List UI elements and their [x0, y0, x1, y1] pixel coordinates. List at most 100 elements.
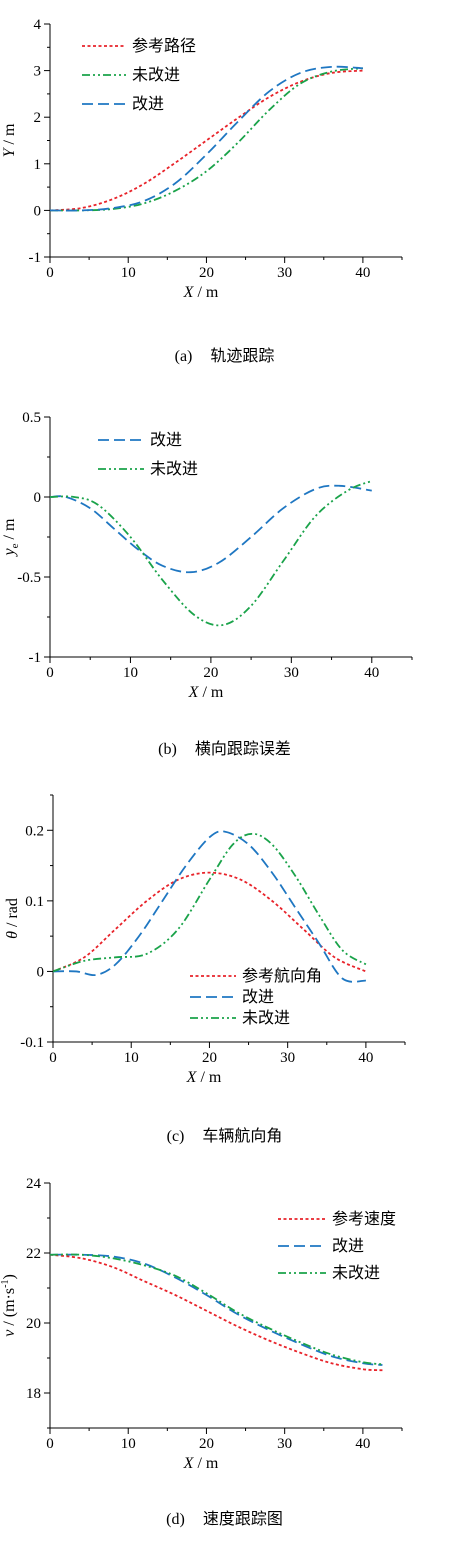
y-axis-title: ye / m	[1, 518, 21, 557]
caption-c-text: 车辆航向角	[202, 1128, 283, 1145]
y-tick-label: 2	[34, 110, 42, 126]
x-tick-label: 30	[277, 265, 292, 281]
x-tick-label: 30	[280, 1050, 295, 1066]
caption-d-label: (d)	[166, 1511, 185, 1528]
x-tick-label: 40	[364, 665, 379, 681]
caption-b-text: 横向跟踪误差	[194, 741, 291, 758]
x-axis-unit: / m	[198, 684, 223, 701]
y-axis-unit: / (m·s	[1, 1288, 18, 1330]
series-line-3	[52, 832, 367, 973]
x-axis-title: X / m	[186, 1069, 222, 1086]
caption-c: (c) 车辆航向角	[0, 1122, 449, 1146]
caption-a: (a) 轨迹跟踪	[0, 342, 449, 366]
x-tick-label: 0	[46, 265, 54, 281]
caption-a-label: (a)	[174, 348, 193, 365]
y-tick-label: 0	[34, 203, 42, 219]
caption-b: (b) 横向跟踪误差	[0, 735, 449, 759]
caption-d-text: 速度跟踪图	[202, 1511, 283, 1528]
x-axis-unit: / m	[193, 1455, 218, 1472]
x-tick-label: 0	[46, 665, 54, 681]
legend-label-1: 改进	[150, 431, 182, 449]
y-tick-label: 3	[34, 64, 42, 80]
y-axis-var: y	[1, 547, 18, 557]
y-tick-label: 24	[26, 1176, 42, 1192]
y-axis-unit: / m	[1, 123, 18, 148]
caption-d: (d) 速度跟踪图	[0, 1505, 449, 1529]
y-axis-var: θ	[4, 931, 21, 939]
y-tick-label: 4	[34, 17, 42, 33]
x-tick-label: 10	[123, 665, 138, 681]
x-tick-label: 10	[121, 1436, 136, 1452]
y-axis-unit: / m	[1, 518, 18, 543]
y-tick-label: -1	[29, 650, 42, 666]
y-axis-title: v / (m·s-1)	[0, 1274, 18, 1337]
y-tick-label: 0	[37, 964, 45, 980]
series-line-2	[49, 1253, 383, 1366]
chart-panel-b: 0 10 20 30 40 -1 -0.5 0 0.5 X / m ye / m 改进 未改进 (b) 横…	[0, 0, 449, 760]
x-tick-label: 20	[199, 1436, 214, 1452]
series-line-2	[52, 830, 366, 983]
y-axis-unit: / rad	[4, 898, 21, 931]
series-line-3	[49, 65, 363, 212]
y-axis-sup: -1	[0, 1280, 11, 1288]
legend-label-1: 参考航向角	[242, 967, 322, 985]
y-axis-var: v	[1, 1329, 18, 1337]
legend-label-2: 改进	[242, 988, 274, 1006]
y-tick-label: 0.2	[25, 823, 44, 839]
series-line-1	[49, 484, 372, 574]
y-axis-title: Y / m	[1, 123, 18, 157]
legend-label-1: 参考速度	[332, 1210, 396, 1228]
x-tick-label: 30	[277, 1436, 292, 1452]
x-axis-var: X	[183, 284, 195, 301]
series-line-1	[52, 871, 367, 973]
x-axis-title: X / m	[183, 1455, 219, 1472]
y-axis-title: θ / rad	[4, 898, 21, 939]
y-axis-close: )	[1, 1274, 18, 1279]
x-axis-unit: / m	[193, 284, 218, 301]
legend-label-3: 改进	[132, 95, 164, 113]
y-tick-label: 18	[26, 1386, 41, 1402]
x-tick-label: 40	[355, 1436, 370, 1452]
y-tick-label: 22	[26, 1246, 41, 1262]
legend-label-2: 改进	[332, 1237, 364, 1255]
x-tick-label: 40	[355, 265, 370, 281]
y-axis-var: Y	[1, 146, 18, 157]
x-axis-title: X / m	[183, 284, 219, 301]
x-tick-label: 0	[46, 1436, 54, 1452]
legend-label-2: 未改进	[150, 460, 198, 478]
chart-c: 0 10 20 30 40 -0.1 0 0.1 0.2 X / m θ / rad 参考航向角改进未…	[4, 794, 406, 1086]
legend-label-1: 参考路径	[132, 37, 196, 55]
x-tick-label: 0	[49, 1050, 57, 1066]
y-tick-label: -0.1	[20, 1035, 44, 1051]
x-tick-label: 10	[121, 265, 136, 281]
x-tick-label: 10	[124, 1050, 139, 1066]
y-tick-label: 0.5	[22, 410, 41, 426]
x-tick-label: 40	[358, 1050, 373, 1066]
x-tick-label: 20	[199, 265, 214, 281]
x-axis-var: X	[183, 1455, 195, 1472]
x-axis-var: X	[186, 1069, 198, 1086]
legend-label-2: 未改进	[132, 66, 180, 84]
x-tick-label: 20	[203, 665, 218, 681]
series-line-2	[49, 480, 373, 627]
legend-label-3: 未改进	[332, 1264, 380, 1282]
series-line-1	[49, 1253, 383, 1372]
y-tick-label: 20	[26, 1316, 41, 1332]
y-tick-label: 1	[34, 157, 42, 173]
caption-c-label: (c)	[166, 1128, 185, 1145]
x-tick-label: 20	[202, 1050, 217, 1066]
y-tick-label: -0.5	[17, 570, 41, 586]
chart-panel-c: 0 10 20 30 40 -0.1 0 0.1 0.2 X / m θ / rad 参考航向角改进未…	[0, 794, 449, 1146]
x-axis-title: X / m	[188, 684, 224, 701]
legend-label-3: 未改进	[242, 1009, 290, 1027]
y-tick-label: 0.1	[25, 894, 44, 910]
x-axis-var: X	[188, 684, 200, 701]
x-axis-unit: / m	[196, 1069, 221, 1086]
caption-b-label: (b)	[158, 741, 177, 758]
y-axis-sub: e	[9, 543, 21, 548]
